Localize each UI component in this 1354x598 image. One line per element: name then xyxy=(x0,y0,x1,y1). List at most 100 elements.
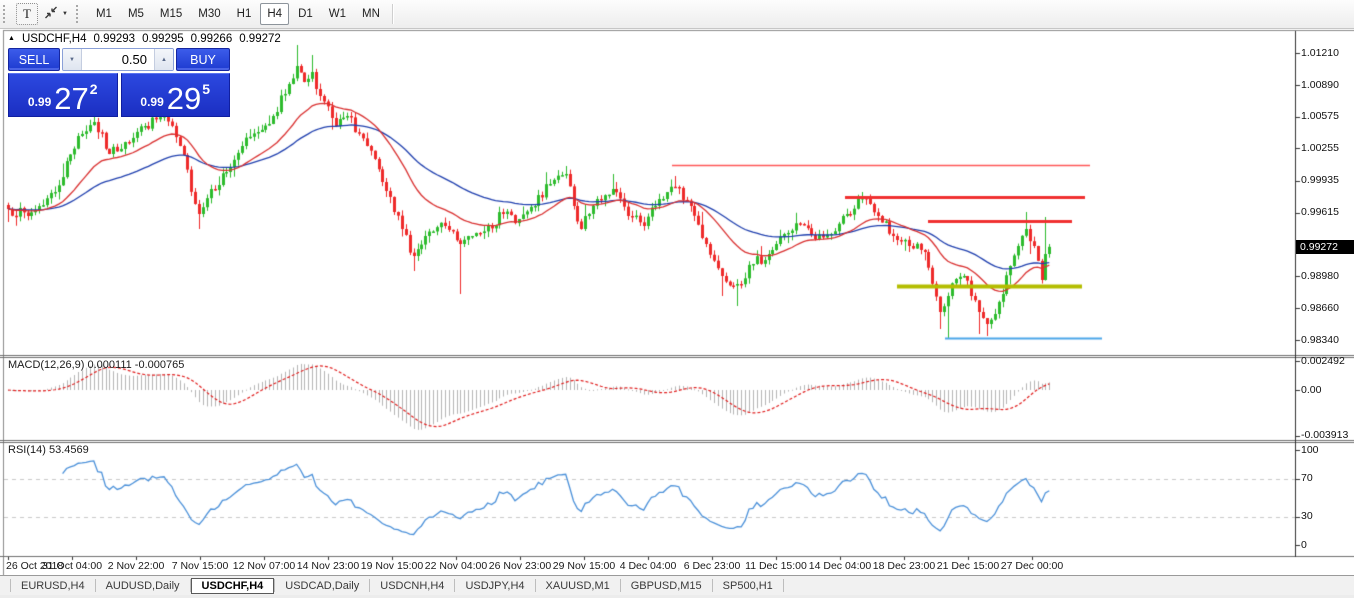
rsi-axis-tick: 30 xyxy=(1301,510,1313,522)
tab-usdcnh-h4[interactable]: USDCNH,H4 xyxy=(380,579,445,592)
time-axis-label: 14 Nov 23:00 xyxy=(296,560,360,572)
timeframe-button-mn[interactable]: MN xyxy=(362,8,380,20)
tab-usdjpy-h4[interactable]: USDJPY,H4 xyxy=(465,579,525,592)
tab-separator xyxy=(94,579,96,592)
ohlc-close: 0.99272 xyxy=(239,33,281,45)
price-axis-tick: 0.99935 xyxy=(1301,174,1339,186)
time-axis-label: 2 Nov 22:00 xyxy=(107,560,165,572)
buy-price-prefix: 0.99 xyxy=(140,95,164,109)
timeframe-button-w1[interactable]: W1 xyxy=(328,8,347,20)
price-axis-tick: 1.00255 xyxy=(1301,142,1339,154)
chart-header: ▲ USDCHF,H4 0.99293 0.99295 0.99266 0.99… xyxy=(8,33,281,45)
cursor-tool-button[interactable]: ▼ xyxy=(40,3,72,25)
price-axis-tick: 0.98340 xyxy=(1301,334,1339,346)
tab-xauusd-m1[interactable]: XAUUSD,M1 xyxy=(545,579,610,592)
tab-separator xyxy=(10,579,11,592)
ohlc-open: 0.99293 xyxy=(93,33,136,45)
chevron-down-icon: ▼ xyxy=(62,11,68,17)
toolbar-grip[interactable] xyxy=(75,5,83,23)
timeframe-button-h4[interactable]: H4 xyxy=(260,3,290,25)
time-axis-label: 18 Dec 23:00 xyxy=(872,560,936,572)
buy-button[interactable]: BUY xyxy=(176,48,230,71)
tab-separator xyxy=(619,579,621,592)
tab-separator xyxy=(369,579,371,592)
timeframe-button-m1[interactable]: M1 xyxy=(95,8,112,20)
buy-price-panel[interactable]: 0.99 29 5 xyxy=(120,73,230,117)
text-tool-button[interactable]: T xyxy=(16,3,38,25)
time-axis-label: 14 Dec 04:00 xyxy=(808,560,872,572)
volume-field[interactable]: 0.50 xyxy=(121,52,147,67)
time-axis-label: 12 Nov 07:00 xyxy=(232,560,296,572)
time-axis-label: 21 Dec 15:00 xyxy=(936,560,1000,572)
sell-price-prefix: 0.99 xyxy=(27,95,52,109)
macd-axis-tick: -0.003913 xyxy=(1301,429,1349,441)
time-axis-label: 11 Dec 15:00 xyxy=(745,560,807,572)
price-axis-tick: 1.00575 xyxy=(1301,110,1339,122)
toolbar-grip[interactable] xyxy=(3,5,10,23)
macd-label: MACD(12,26,9) 0.000111 -0.000765 xyxy=(8,359,184,371)
tab-usdcad-daily[interactable]: USDCAD,Daily xyxy=(285,579,360,592)
time-axis-label: 31 Oct 04:00 xyxy=(41,560,103,572)
timeframe-button-m5[interactable]: M5 xyxy=(127,8,144,20)
chart-tab-bar: EURUSD,H4 AUDUSD,Daily USDCHF,H4 USDCAD,… xyxy=(0,575,1354,595)
top-toolbar: T ▼ M1 M5 M15 M30 H1 H4 D1 W1 MN xyxy=(0,0,1354,29)
ohlc-low: 0.99266 xyxy=(190,33,233,45)
tab-separator xyxy=(454,579,456,592)
rsi-label: RSI(14) 53.4569 xyxy=(8,444,89,456)
timeframe-button-m15[interactable]: M15 xyxy=(159,8,183,20)
chart-symbol: USDCHF,H4 xyxy=(21,33,87,45)
time-axis-label: 26 Nov 23:00 xyxy=(488,560,552,572)
time-axis-label: 27 Dec 00:00 xyxy=(1000,560,1064,572)
sell-button[interactable]: SELL xyxy=(8,48,60,71)
tab-separator xyxy=(711,579,713,592)
macd-name: MACD(12,26,9) xyxy=(8,359,85,371)
time-axis-label: 22 Nov 04:00 xyxy=(424,560,488,572)
rsi-axis-tick: 0 xyxy=(1301,539,1307,551)
volume-decrease-button[interactable]: ▼ xyxy=(63,49,82,70)
tab-audusd-daily[interactable]: AUDUSD,Daily xyxy=(105,579,180,592)
price-axis-tick: 1.00890 xyxy=(1301,79,1339,91)
time-axis-label: 19 Nov 15:00 xyxy=(360,560,424,572)
timeframe-button-m30[interactable]: M30 xyxy=(198,8,221,20)
macd-axis-tick: 0.00 xyxy=(1301,384,1322,396)
volume-stepper: ▼ 0.50 ▲ xyxy=(62,48,174,71)
tab-usdchf-h4[interactable]: USDCHF,H4 xyxy=(190,577,275,594)
sell-price-panel[interactable]: 0.99 27 2 xyxy=(8,73,118,117)
time-axis-label: 26 Oct 2018 xyxy=(6,560,64,572)
tab-eurusd-h4[interactable]: EURUSD,H4 xyxy=(21,579,85,592)
price-axis-tick: 0.98660 xyxy=(1301,302,1339,314)
collapse-triangle-icon[interactable]: ▲ xyxy=(8,34,15,42)
price-axis-tick: 0.99615 xyxy=(1301,206,1339,218)
time-axis-label: 6 Dec 23:00 xyxy=(683,560,741,572)
sell-price-pips: 27 xyxy=(54,81,89,116)
sell-price-point: 2 xyxy=(89,81,98,97)
tab-separator xyxy=(189,579,191,592)
rsi-axis-tick: 70 xyxy=(1301,472,1313,484)
price-axis-tick: 1.01210 xyxy=(1301,47,1339,59)
rsi-axis-tick: 100 xyxy=(1301,444,1319,456)
tab-sp500-h1[interactable]: SP500,H1 xyxy=(722,579,773,592)
tab-separator xyxy=(534,579,536,592)
rsi-name: RSI(14) xyxy=(8,444,46,456)
time-axis-label: 7 Nov 15:00 xyxy=(171,560,229,572)
time-axis-label: 4 Dec 04:00 xyxy=(619,560,677,572)
macd-main-value: 0.000111 xyxy=(87,359,132,371)
time-axis-label: 29 Nov 15:00 xyxy=(552,560,616,572)
diagonal-arrows-icon xyxy=(44,6,58,22)
buy-price-pips: 29 xyxy=(166,81,202,116)
tab-separator xyxy=(782,579,784,592)
volume-increase-button[interactable]: ▲ xyxy=(154,49,173,70)
current-price-tag: 0.99272 xyxy=(1296,240,1354,254)
timeframe-button-h1[interactable]: H1 xyxy=(236,8,252,20)
one-click-trading-panel: SELL ▼ 0.50 ▲ BUY 0.99 27 2 0.99 29 5 xyxy=(8,48,230,117)
macd-signal-value: -0.000765 xyxy=(134,359,185,371)
ohlc-high: 0.99295 xyxy=(142,33,184,45)
macd-axis-tick: 0.002492 xyxy=(1301,355,1345,367)
price-axis-tick: 0.98980 xyxy=(1301,270,1339,282)
timeframe-button-d1[interactable]: D1 xyxy=(298,8,313,20)
toolbar-separator xyxy=(391,4,394,24)
buy-price-point: 5 xyxy=(202,81,211,97)
rsi-value: 53.4569 xyxy=(48,444,89,456)
tab-gbpusd-m15[interactable]: GBPUSD,M15 xyxy=(630,579,702,592)
tab-separator xyxy=(274,579,276,592)
